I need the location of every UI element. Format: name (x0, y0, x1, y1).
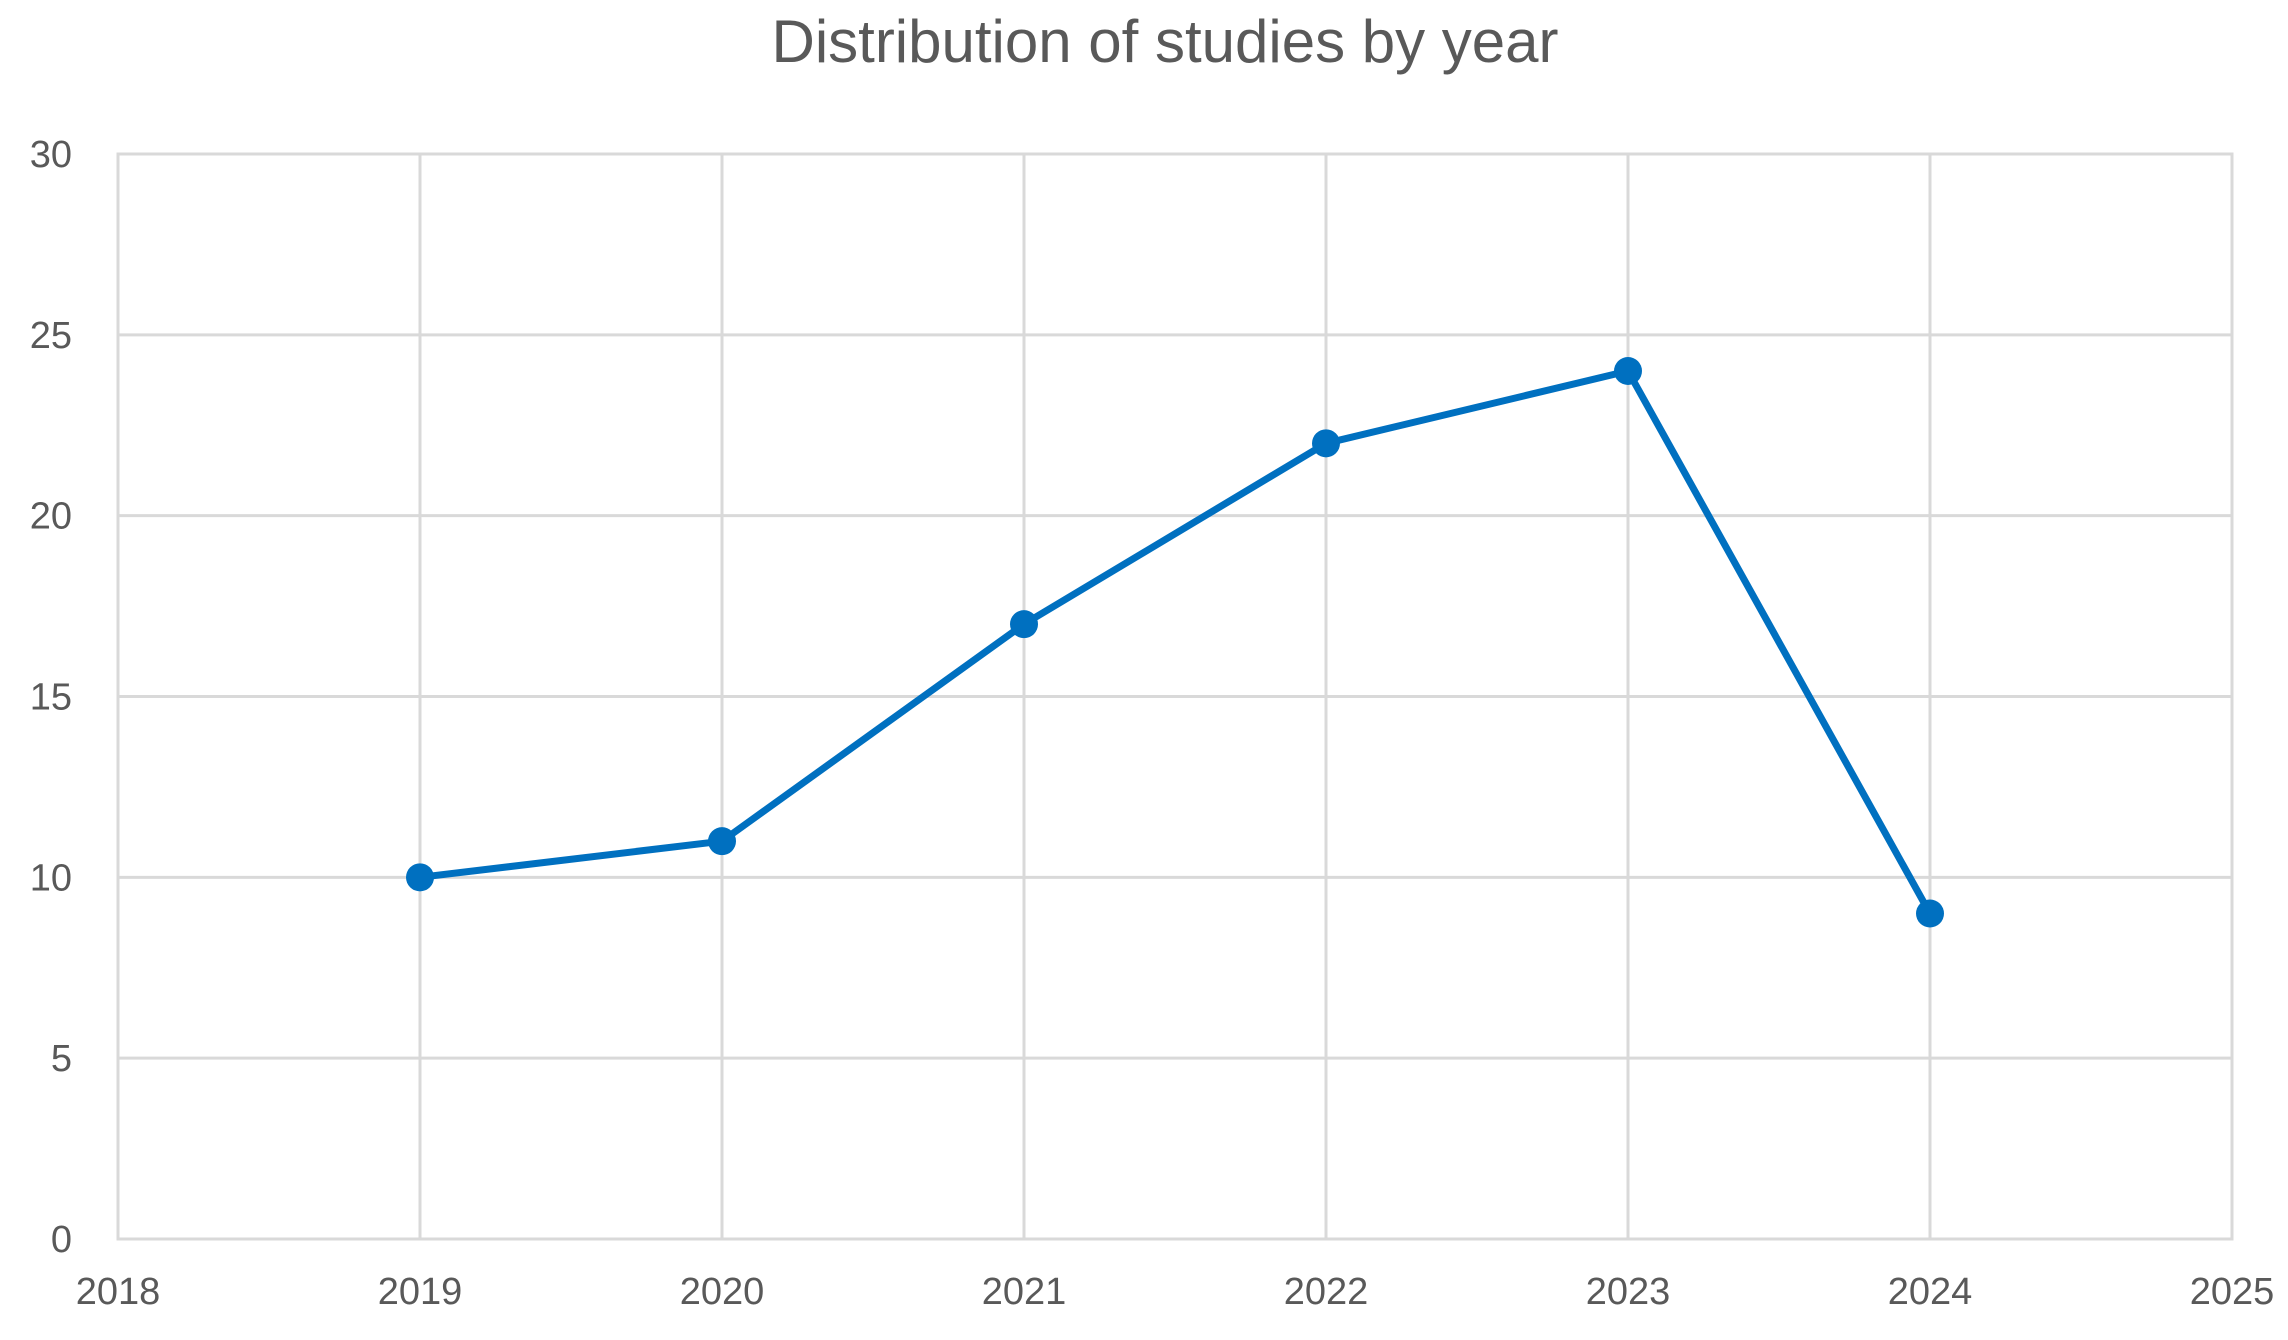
x-tick-label: 2023 (1586, 1271, 1671, 1313)
y-tick-label: 25 (30, 315, 72, 357)
y-tick-label: 20 (30, 496, 72, 538)
y-tick-label: 5 (51, 1038, 72, 1080)
data-point-marker (1010, 610, 1038, 639)
y-tick-label: 30 (30, 134, 72, 176)
data-point-marker (1916, 899, 1944, 928)
x-tick-label: 2018 (76, 1271, 161, 1313)
y-tick-label: 10 (30, 857, 72, 899)
grid (116, 152, 2234, 1241)
y-tick-label: 0 (51, 1219, 72, 1261)
x-tick-label: 2020 (680, 1271, 765, 1313)
data-point-marker (1312, 429, 1340, 458)
series-layer (406, 357, 1944, 928)
y-tick-label: 15 (30, 677, 72, 719)
data-point-marker (708, 827, 736, 856)
x-axis-tick-labels: 2018 2019 2020 2021 2022 2023 2024 2025 (76, 1271, 2275, 1313)
data-point-marker (406, 863, 434, 892)
x-tick-label: 2024 (1888, 1271, 1973, 1313)
chart-title: Distribution of studies by year (771, 8, 1558, 75)
x-tick-label: 2022 (1284, 1271, 1369, 1313)
data-point-marker (1614, 357, 1642, 385)
series-line (416, 367, 1934, 917)
x-tick-label: 2025 (2190, 1271, 2275, 1313)
x-tick-label: 2019 (378, 1271, 463, 1313)
plot-area-border (116, 152, 2234, 1241)
y-axis-tick-labels: 0 5 10 15 20 25 30 (30, 134, 72, 1261)
x-tick-label: 2021 (982, 1271, 1067, 1313)
